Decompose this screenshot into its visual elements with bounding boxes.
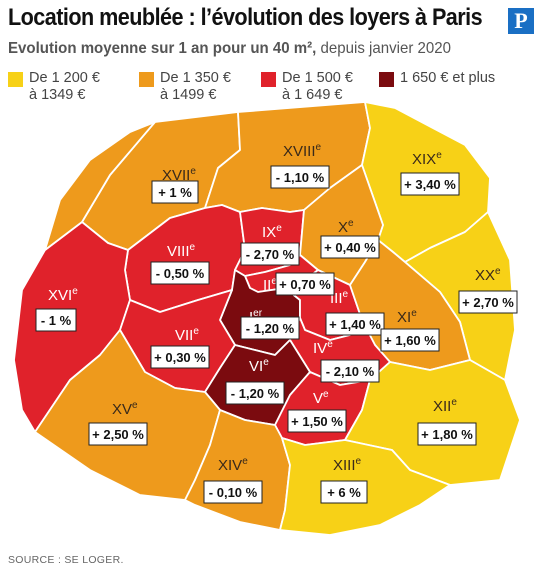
arr-label-XVI: XVIe — [48, 286, 78, 304]
value-label-XV: + 2,50 % — [92, 427, 144, 442]
value-label-XIX: + 3,40 % — [404, 177, 456, 192]
arr-label-XIII: XIIIe — [333, 456, 362, 474]
value-box-VIII — [150, 261, 210, 285]
value-box-II — [275, 272, 335, 296]
value-box-XX — [458, 290, 518, 314]
publisher-logo-icon: P — [508, 8, 534, 34]
value-box-XII — [417, 422, 477, 446]
legend-label: 1 650 € et plus — [400, 70, 496, 86]
value-label-XVII: + 1 % — [158, 185, 192, 200]
value-label-V: + 1,50 % — [291, 414, 343, 429]
value-label-XI: + 1,60 % — [384, 333, 436, 348]
value-label-IX: - 2,70 % — [246, 247, 295, 262]
value-boxes: + 1 % - 1,10 % + 3,40 % - 0,50 % - 2,70 % + 0… — [35, 165, 518, 504]
value-label-X: + 0,40 % — [324, 240, 376, 255]
value-box-V — [287, 409, 347, 433]
subtitle-normal: depuis janvier 2020 — [316, 40, 451, 57]
legend-label: De 1 500 € à 1 649 € — [282, 70, 353, 103]
arr-label-XX: XXe — [475, 266, 501, 284]
value-label-XIII: + 6 % — [327, 485, 361, 500]
value-label-IV: - 2,10 % — [326, 364, 375, 379]
value-box-XVII — [151, 180, 199, 204]
legend-swatch — [379, 72, 394, 87]
legend-label: De 1 200 € à 1349 € — [29, 70, 100, 103]
value-box-IV — [320, 359, 380, 383]
legend-swatch — [139, 72, 154, 87]
value-box-III — [325, 312, 385, 336]
value-label-III: + 1,40 % — [329, 317, 381, 332]
legend-swatch — [261, 72, 276, 87]
value-label-XIV: - 0,10 % — [209, 485, 258, 500]
arr-label-XV: XVe — [112, 400, 138, 418]
value-box-XV — [88, 422, 148, 446]
subtitle-bold: Evolution moyenne sur 1 an pour un 40 m²… — [8, 40, 317, 57]
arr-label-XIX: XIXe — [412, 150, 442, 168]
value-label-XVIII: - 1,10 % — [276, 170, 325, 185]
map-subtitle: Evolution moyenne sur 1 an pour un 40 m²… — [8, 40, 451, 58]
value-label-VIII: - 0,50 % — [156, 266, 205, 281]
arr-label-XVIII: XVIIIe — [283, 142, 322, 160]
value-box-XIII — [320, 480, 368, 504]
value-label-XII: + 1,80 % — [421, 427, 473, 442]
value-label-XVI: - 1 % — [41, 313, 72, 328]
arr-label-XIV: XIVe — [218, 456, 248, 474]
arr-label-XVII: XVIIe — [162, 166, 196, 184]
value-box-I — [240, 316, 300, 340]
value-label-II: + 0,70 % — [279, 277, 331, 292]
value-label-VII: + 0,30 % — [154, 350, 206, 365]
legend-label: De 1 350 € à 1499 € — [160, 70, 231, 103]
value-box-XIV — [203, 480, 263, 504]
value-box-X — [320, 235, 380, 259]
value-label-I: - 1,20 % — [246, 321, 295, 336]
legend-swatch — [8, 72, 23, 87]
value-box-XI — [380, 328, 440, 352]
value-box-VI — [225, 381, 285, 405]
arr-label-VIII: VIIIe — [167, 242, 196, 260]
source-credit: SOURCE : SE LOGER. — [8, 554, 124, 566]
value-box-VII — [150, 345, 210, 369]
value-box-XVI — [35, 308, 77, 332]
arrondissement-XVII-west — [44, 121, 156, 251]
value-box-IX — [240, 242, 300, 266]
map-title: Location meublée : l’évolution des loyer… — [8, 4, 483, 31]
value-label-VI: - 1,20 % — [231, 386, 280, 401]
arr-label-VII: VIIe — [175, 326, 199, 344]
value-box-XVIII — [270, 165, 330, 189]
value-box-XIX — [400, 172, 460, 196]
value-label-XX: + 2,70 % — [462, 295, 514, 310]
arr-label-XII: XIIe — [433, 397, 457, 415]
